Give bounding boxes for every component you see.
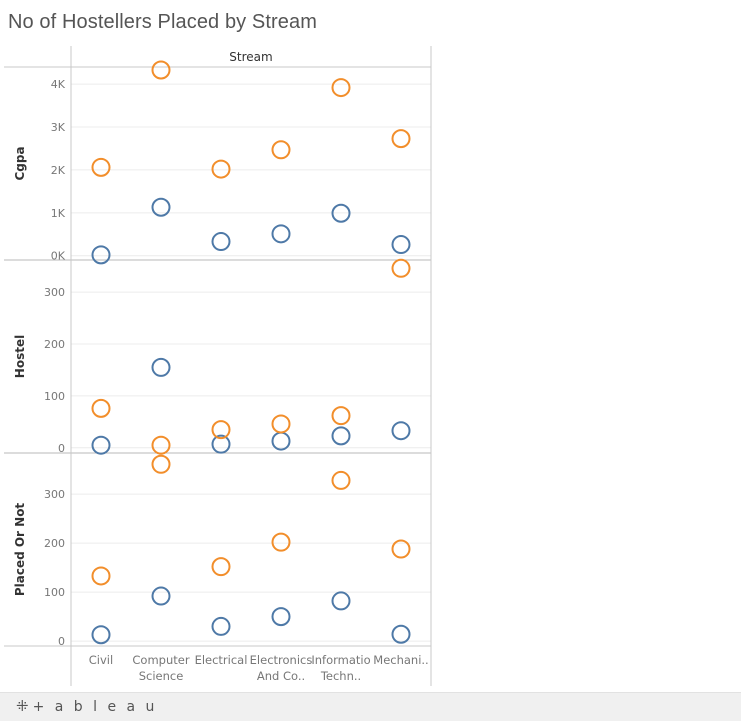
data-point (391, 624, 411, 644)
data-point (91, 625, 111, 645)
data-point (271, 224, 291, 244)
data-point (331, 591, 351, 611)
data-point (151, 435, 171, 455)
tableau-plus-icon: ⁜ (16, 697, 29, 715)
data-point (211, 557, 231, 577)
row-label-2: Placed Or Not (13, 503, 27, 597)
data-point (271, 607, 291, 627)
x-category-label: Electrical (195, 653, 248, 667)
y-tick-label: 200 (44, 338, 65, 351)
x-category-label: Techn.. (320, 669, 361, 683)
data-point (211, 616, 231, 636)
data-point (331, 78, 351, 98)
y-tick-label: 0 (58, 635, 65, 648)
y-tick-label: 300 (44, 286, 65, 299)
x-category-label: Science (139, 669, 184, 683)
data-point (211, 420, 231, 440)
y-tick-label: 1K (51, 207, 66, 220)
data-point (151, 586, 171, 606)
y-tick-label: 4K (51, 78, 66, 91)
x-category-label: Computer (132, 653, 189, 667)
data-point (391, 421, 411, 441)
data-point (271, 414, 291, 434)
y-tick-label: 3K (51, 121, 66, 134)
y-tick-label: 100 (44, 586, 65, 599)
data-point (271, 431, 291, 451)
data-point (151, 197, 171, 217)
data-point (391, 235, 411, 255)
data-point (331, 406, 351, 426)
y-tick-label: 100 (44, 390, 65, 403)
row-label-1: Hostel (13, 335, 27, 378)
data-point (91, 398, 111, 418)
tableau-logo[interactable]: ⁜ + a b l e a u (16, 697, 157, 715)
data-point (391, 539, 411, 559)
y-tick-label: 200 (44, 537, 65, 550)
data-point (271, 532, 291, 552)
data-point (151, 357, 171, 377)
data-point (211, 159, 231, 179)
x-category-label: Mechani.. (373, 653, 428, 667)
data-point (151, 60, 171, 80)
y-tick-label: 300 (44, 488, 65, 501)
footer-bar: ⁜ + a b l e a u (0, 692, 741, 721)
data-point (211, 434, 231, 454)
data-point (151, 454, 171, 474)
data-point (91, 566, 111, 586)
data-point (91, 435, 111, 455)
x-category-label: Informatio (311, 653, 370, 667)
data-point (211, 232, 231, 252)
data-point (391, 258, 411, 278)
y-tick-label: 0K (51, 250, 66, 263)
data-point (271, 140, 291, 160)
data-point (91, 157, 111, 177)
y-tick-label: 0 (58, 442, 65, 455)
y-tick-label: 2K (51, 164, 66, 177)
x-category-label: Electronics (250, 653, 313, 667)
x-category-label: Civil (89, 653, 113, 667)
row-label-0: Cgpa (13, 146, 27, 180)
page-title: No of Hostellers Placed by Stream (8, 11, 317, 33)
data-point (331, 203, 351, 223)
data-point (91, 245, 111, 265)
data-point (391, 129, 411, 149)
column-header-stream: Stream (229, 50, 272, 64)
data-point (331, 470, 351, 490)
x-category-label: And Co.. (257, 669, 305, 683)
tableau-logo-text: + a b l e a u (32, 699, 158, 715)
scatter-chart: Stream 0K 1K 2K 3K 4K Cgpa 0 100 200 300 Hostel 0 100… (4, 46, 432, 686)
data-point (331, 426, 351, 446)
